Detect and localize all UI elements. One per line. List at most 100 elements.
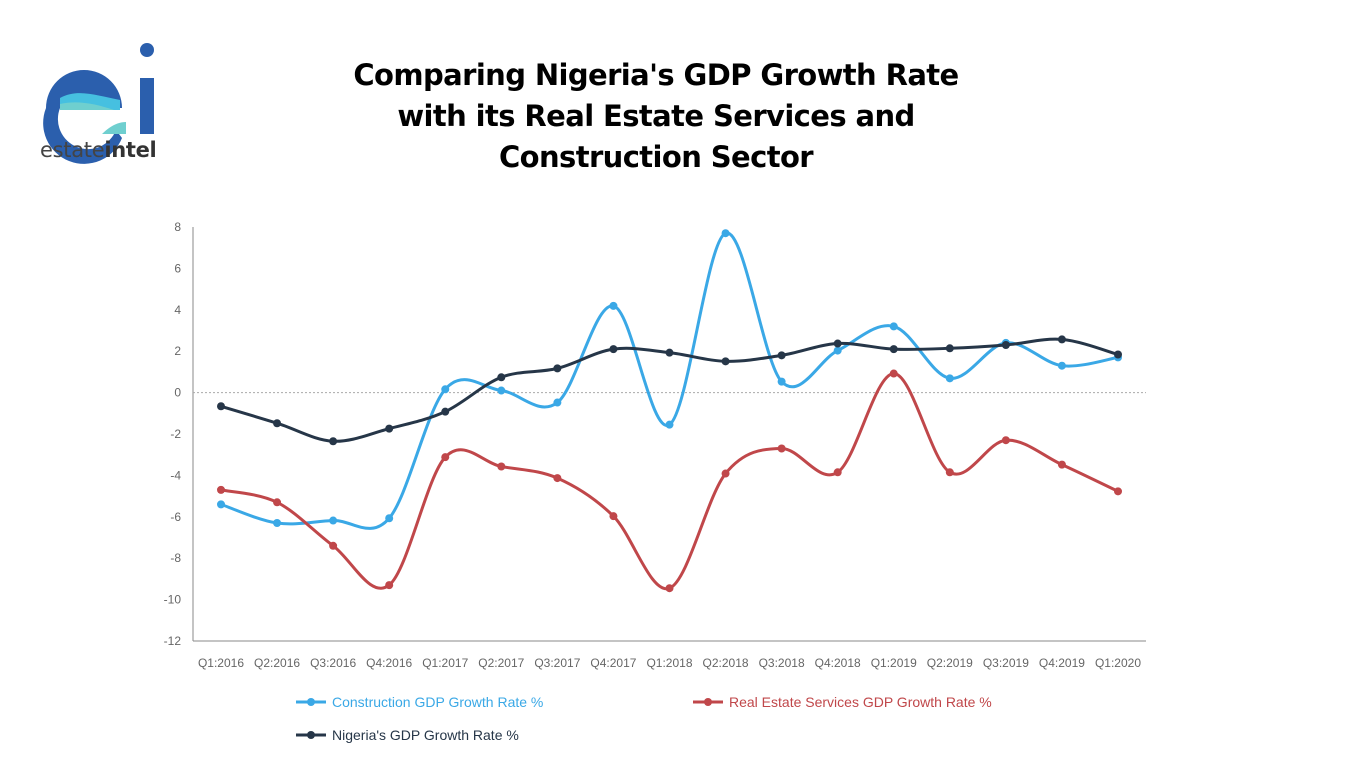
data-point	[217, 402, 225, 411]
title-line: with its Real Estate Services and	[397, 99, 915, 133]
y-tick-label: 0	[174, 386, 181, 400]
x-tick-label: Q3:2018	[759, 656, 805, 670]
data-point	[945, 468, 954, 477]
x-tick-label: Q2:2018	[703, 656, 749, 670]
y-tick-label: -12	[164, 634, 182, 648]
x-tick-label: Q1:2018	[646, 656, 692, 670]
data-point	[833, 339, 842, 348]
series-2	[217, 335, 1122, 446]
legend-label: Real Estate Services GDP Growth Rate %	[729, 694, 992, 710]
logo-wordmark: estateintel	[40, 138, 157, 162]
data-point	[609, 345, 618, 354]
data-point	[385, 424, 394, 433]
data-point	[777, 444, 786, 453]
data-point	[273, 419, 282, 428]
data-point	[1001, 436, 1010, 445]
data-point	[329, 516, 338, 525]
logo-text-regular: estate	[40, 138, 105, 162]
y-tick-label: -2	[170, 427, 181, 441]
y-tick-label: 2	[174, 344, 181, 358]
chart-title: Comparing Nigeria's GDP Growth Rate with…	[300, 55, 1012, 178]
y-tick-label: -8	[170, 551, 181, 565]
x-tick-label: Q1:2020	[1095, 656, 1141, 670]
data-point	[1114, 487, 1122, 496]
data-point	[217, 485, 225, 494]
y-tick-label: 8	[174, 220, 181, 234]
data-point	[1001, 340, 1010, 349]
x-tick-label: Q4:2016	[366, 656, 412, 670]
data-point	[441, 385, 450, 394]
y-tick-label: -6	[170, 510, 181, 524]
y-tick-label: 6	[174, 261, 181, 275]
data-point	[665, 420, 674, 429]
data-point	[665, 348, 674, 357]
data-point	[553, 474, 562, 483]
data-point	[329, 437, 338, 446]
x-tick-label: Q1:2019	[871, 656, 917, 670]
data-point	[1057, 460, 1066, 469]
x-tick-label: Q3:2016	[310, 656, 356, 670]
data-point	[721, 229, 730, 238]
legend-marker-icon	[296, 731, 326, 739]
data-point	[385, 581, 394, 590]
x-tick-label: Q1:2016	[198, 656, 244, 670]
title-line: Comparing Nigeria's GDP Growth Rate	[353, 58, 959, 92]
series-line	[220, 231, 1119, 530]
series-1	[217, 369, 1122, 593]
data-point	[889, 369, 898, 378]
series-0	[217, 229, 1122, 530]
legend-label: Nigeria's GDP Growth Rate %	[332, 727, 519, 743]
x-tick-label: Q4:2019	[1039, 656, 1085, 670]
data-point	[889, 345, 898, 354]
data-point	[777, 351, 786, 360]
data-point	[1057, 361, 1066, 370]
logo-text-bold: intel	[104, 138, 157, 162]
data-point	[329, 541, 338, 550]
legend-item[interactable]: Nigeria's GDP Growth Rate %	[296, 727, 519, 743]
data-point	[497, 462, 506, 471]
y-tick-label: -4	[170, 468, 181, 482]
x-tick-label: Q2:2019	[927, 656, 973, 670]
data-point	[609, 512, 618, 521]
data-point	[553, 364, 562, 373]
data-point	[721, 357, 730, 366]
legend-label: Construction GDP Growth Rate %	[332, 694, 544, 710]
data-point	[441, 407, 450, 416]
data-point	[833, 346, 842, 355]
data-point	[441, 453, 450, 462]
data-point	[497, 373, 506, 382]
data-point	[217, 500, 225, 509]
data-point	[721, 469, 730, 478]
data-point	[889, 322, 898, 331]
x-tick-label: Q3:2017	[534, 656, 580, 670]
x-tick-label: Q2:2016	[254, 656, 300, 670]
data-point	[665, 584, 674, 593]
x-tick-label: Q3:2019	[983, 656, 1029, 670]
data-point	[273, 498, 282, 507]
data-point	[833, 468, 842, 477]
x-tick-label: Q4:2017	[590, 656, 636, 670]
data-point	[1114, 350, 1122, 359]
estateintel-logo	[43, 43, 154, 164]
legend-marker-icon	[296, 698, 326, 706]
series-line	[220, 372, 1119, 591]
data-point	[497, 386, 506, 395]
legend-item[interactable]: Real Estate Services GDP Growth Rate %	[693, 694, 992, 710]
legend-item[interactable]: Construction GDP Growth Rate %	[296, 694, 543, 710]
legend-marker-icon	[693, 698, 723, 706]
data-point	[945, 344, 954, 353]
data-point	[385, 514, 394, 523]
y-tick-label: 4	[174, 303, 181, 317]
x-tick-label: Q2:2017	[478, 656, 524, 670]
data-point	[777, 377, 786, 386]
title-line: Construction Sector	[498, 140, 814, 174]
data-point	[609, 301, 618, 310]
x-tick-label: Q1:2017	[422, 656, 468, 670]
data-point	[273, 519, 282, 528]
data-point	[945, 374, 954, 383]
y-tick-label: -10	[164, 593, 182, 607]
data-point	[1057, 335, 1066, 344]
data-point	[553, 398, 562, 407]
x-tick-label: Q4:2018	[815, 656, 861, 670]
